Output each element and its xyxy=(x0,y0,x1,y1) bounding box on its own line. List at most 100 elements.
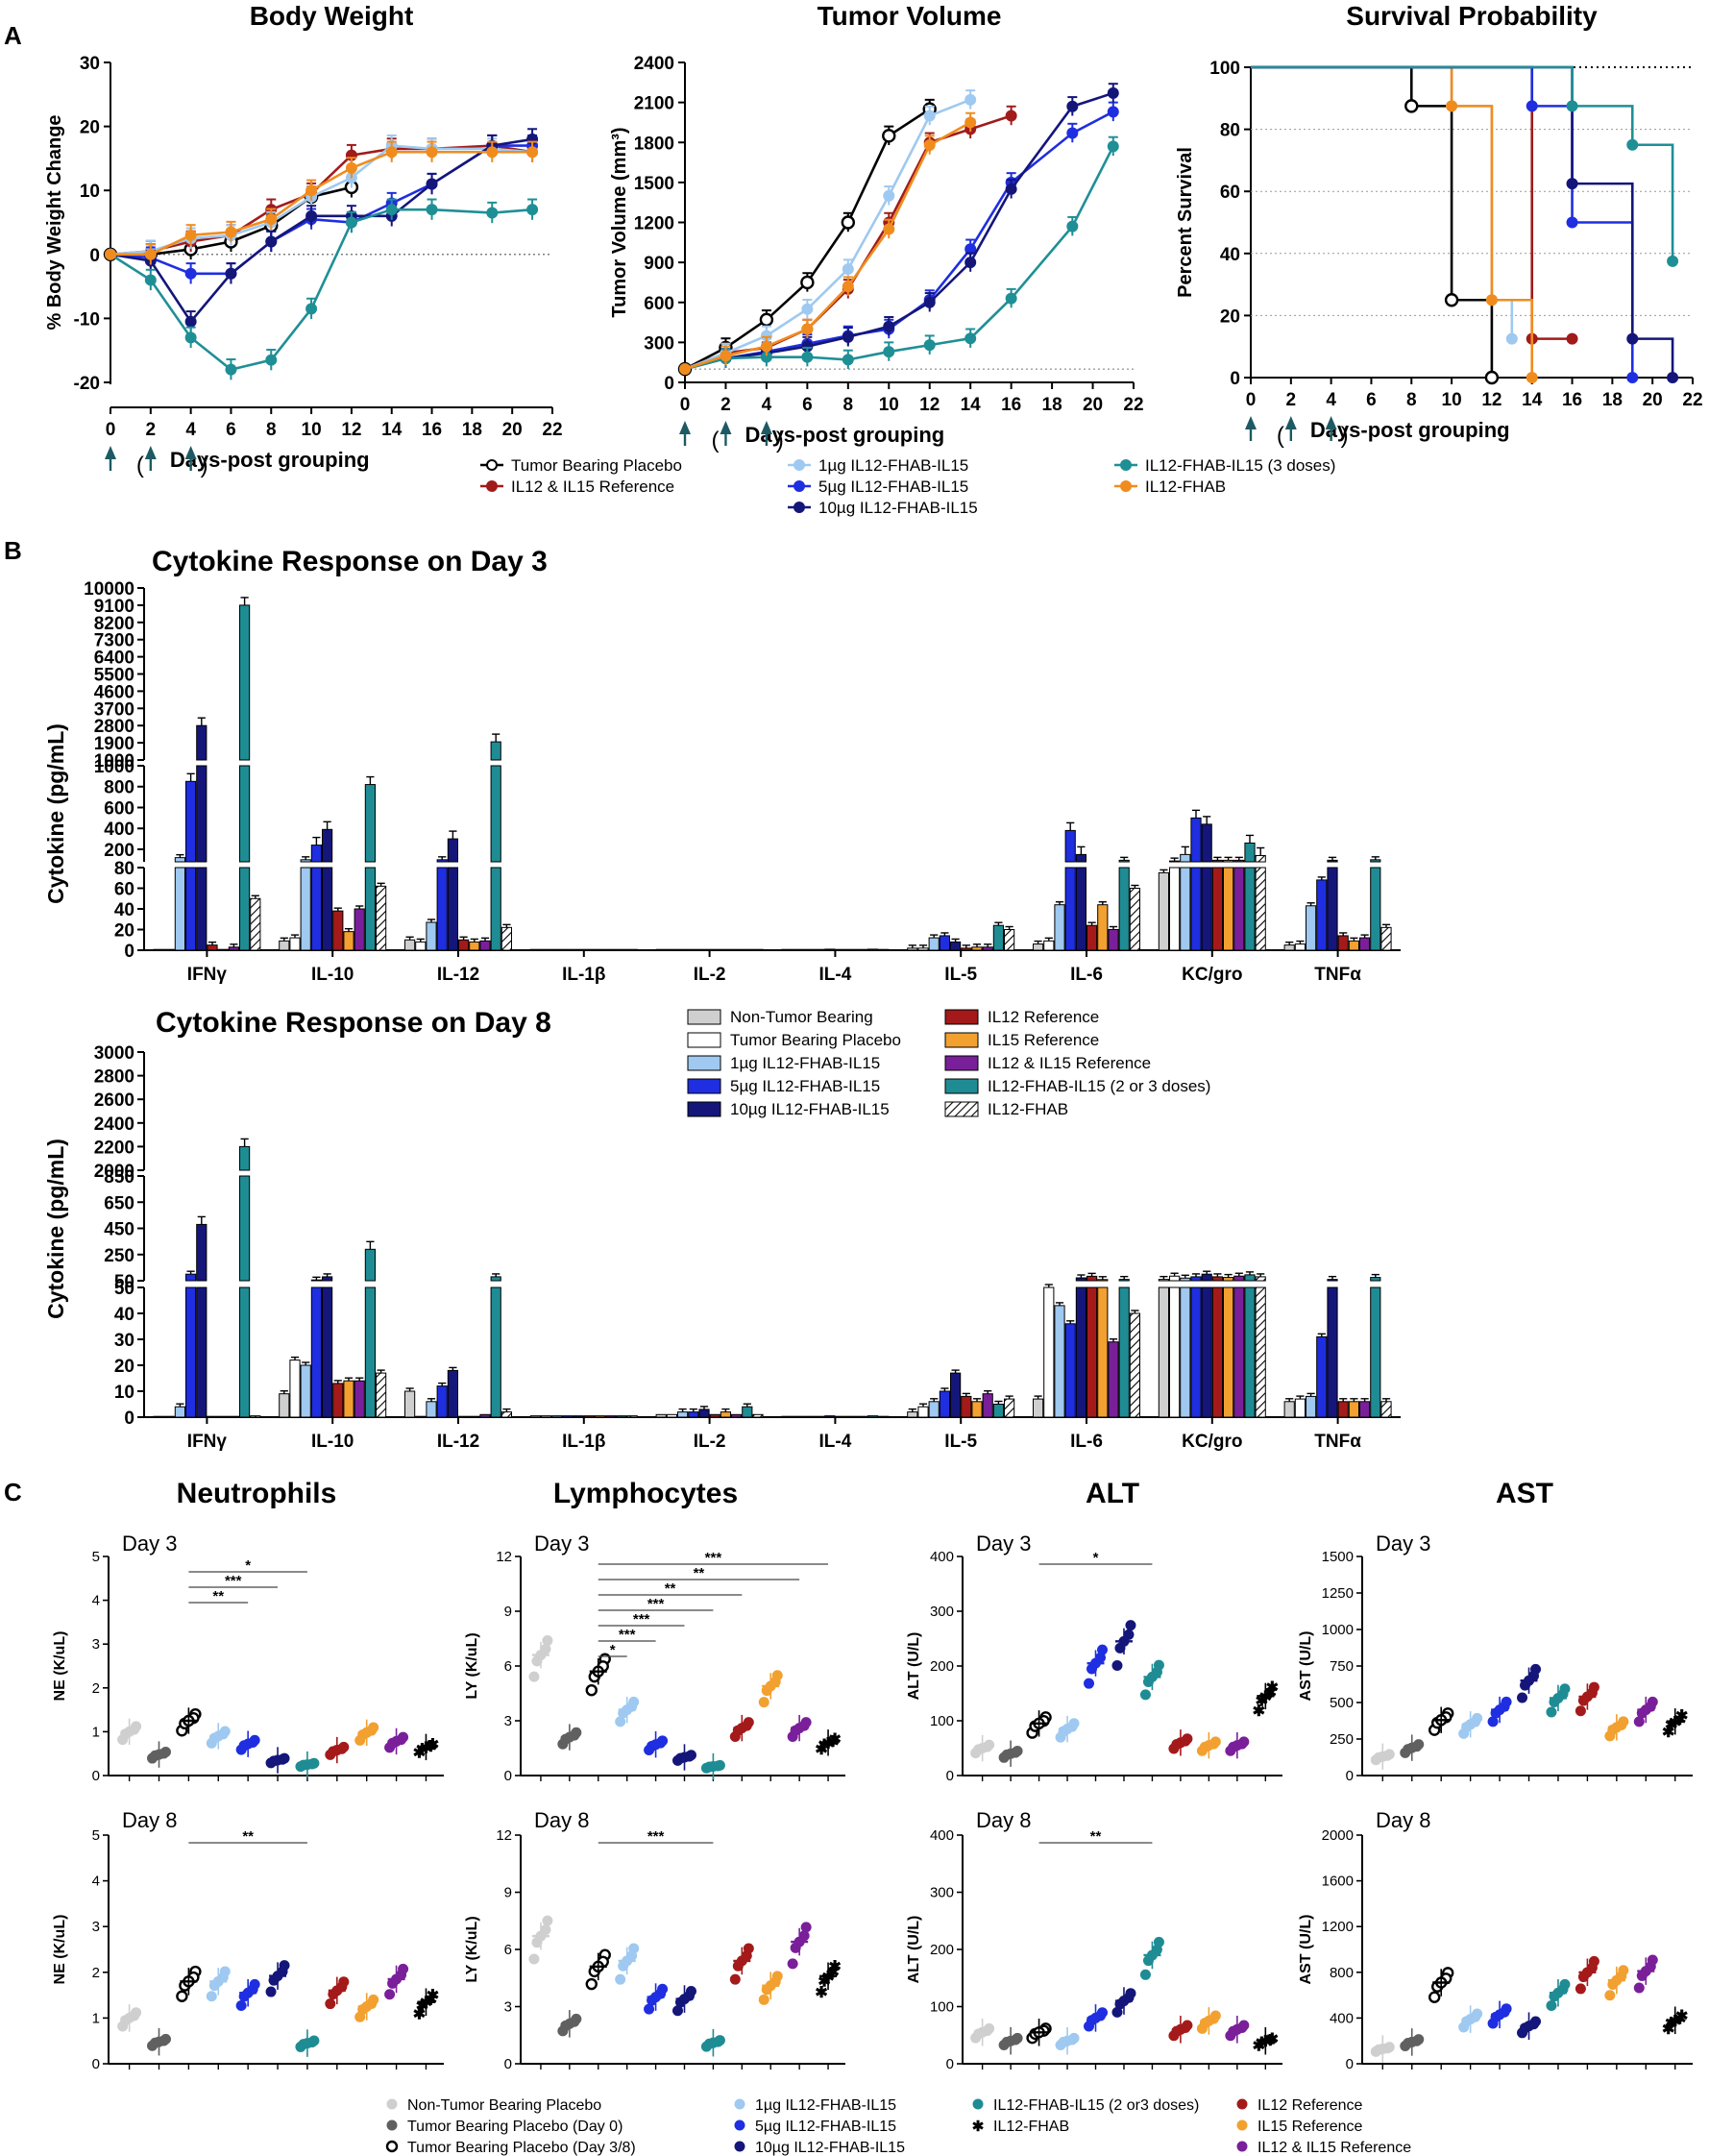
bar xyxy=(595,948,606,951)
y-tick-label: 4600 xyxy=(94,682,134,702)
chart-ast: AST Day 3 0 250 500 750 1000 1250 1500 AST (U/L) ✱… xyxy=(1298,1478,1693,2072)
group-dots xyxy=(1458,2005,1483,2033)
bar-segment xyxy=(196,724,208,761)
x-tick-label: 22 xyxy=(1682,390,1702,410)
dot xyxy=(800,1922,812,1933)
bar-segment xyxy=(1097,904,1109,951)
chart-title: AST xyxy=(1496,1478,1553,1509)
bar xyxy=(479,937,491,951)
bar xyxy=(153,948,164,951)
data-point xyxy=(842,281,854,293)
group-dots xyxy=(644,1983,669,2015)
data-point xyxy=(964,332,977,345)
bar xyxy=(802,1415,814,1418)
chart-title: Lymphocytes xyxy=(553,1478,738,1509)
bar-segment xyxy=(551,948,563,951)
data-point xyxy=(1066,100,1079,112)
bar-segment xyxy=(939,1390,950,1418)
data-point xyxy=(184,315,197,328)
bar-segment xyxy=(1370,1277,1381,1282)
x-tick-label: IL-4 xyxy=(819,1432,852,1452)
bar xyxy=(1370,856,1381,951)
x-tick-label: 10 xyxy=(302,420,322,440)
bar-segment xyxy=(562,1415,574,1418)
bar xyxy=(573,948,584,951)
bar-segment xyxy=(490,1276,501,1282)
data-point xyxy=(1484,370,1500,385)
bar-segment xyxy=(867,1415,879,1418)
bar-segment xyxy=(961,947,972,951)
y-tick-label: 5500 xyxy=(94,666,134,686)
bar xyxy=(845,1415,857,1418)
bar-segment xyxy=(1327,1279,1338,1282)
group-dots xyxy=(1139,1936,1164,1980)
dose-arrow-icon xyxy=(1245,416,1257,429)
bar-segment xyxy=(802,948,814,951)
bar xyxy=(469,1415,480,1418)
panel-label-a: A xyxy=(4,21,22,50)
group-dots xyxy=(1196,2007,1221,2035)
data-point xyxy=(760,340,772,353)
bar xyxy=(1211,1273,1224,1418)
bar xyxy=(616,1415,627,1418)
y-tick-label: 850 xyxy=(104,1167,134,1188)
bar xyxy=(992,1400,1005,1418)
bar xyxy=(709,948,720,951)
bar-segment xyxy=(332,910,344,951)
bar xyxy=(1380,1398,1392,1418)
bar-segment xyxy=(1211,1276,1224,1282)
bar xyxy=(583,1415,595,1418)
bar-segment xyxy=(731,1413,743,1418)
group-dots xyxy=(1111,1987,1136,2018)
dose-arrow-icon xyxy=(679,421,691,434)
significance-mark: ** xyxy=(1090,1828,1102,1845)
bar xyxy=(824,1415,836,1418)
bar-segment xyxy=(332,1383,344,1418)
bar-segment xyxy=(720,948,731,951)
bar-segment xyxy=(1233,867,1245,951)
chart-cytokine-day3: Cytokine Response on Day 3 Cytokine (pg/m… xyxy=(43,546,1401,985)
x-tick-label: 12 xyxy=(341,420,361,440)
series-line xyxy=(1251,65,1494,378)
bar-segment xyxy=(1316,879,1328,951)
bar xyxy=(1169,857,1181,951)
legend-label: Non-Tumor Bearing xyxy=(730,1008,873,1026)
y-tick-label: 1000 xyxy=(94,757,134,777)
x-tick-label: KC/gro xyxy=(1182,1432,1242,1452)
bar-segment xyxy=(709,948,720,951)
group-dots xyxy=(671,1985,696,2017)
x-tick-label: 0 xyxy=(680,395,691,415)
bar-segment xyxy=(436,1385,448,1418)
bar xyxy=(1054,1302,1065,1418)
group-dots xyxy=(585,1653,611,1697)
bar xyxy=(1327,1275,1338,1418)
bar-segment xyxy=(1255,1276,1266,1282)
series-2 xyxy=(105,134,539,262)
bar-segment xyxy=(835,948,846,951)
legend-swatch xyxy=(687,1101,721,1117)
data-point xyxy=(1005,292,1017,305)
bar-segment xyxy=(1370,867,1381,951)
dot-star: ✱ xyxy=(828,1959,841,1975)
group-dots xyxy=(117,2004,142,2032)
bar-segment xyxy=(792,1415,803,1418)
group-dots: ✱✱✱✱✱ xyxy=(413,1988,439,2022)
chart-title: ALT xyxy=(1086,1478,1139,1509)
bar-segment xyxy=(1097,1279,1109,1282)
group-dots xyxy=(1168,2016,1193,2044)
bar-segment xyxy=(595,948,606,951)
bar xyxy=(1169,1272,1181,1418)
y-axis-label: ALT (U/L) xyxy=(906,1632,922,1701)
x-tick-label: 4 xyxy=(762,395,772,415)
bar-segment xyxy=(1118,1279,1130,1282)
data-point xyxy=(184,229,197,241)
series-0 xyxy=(1251,65,1500,385)
x-tick-label: IL-12 xyxy=(437,1432,479,1452)
y-tick-label: 30 xyxy=(80,54,100,74)
legend-swatch-dot xyxy=(793,480,805,492)
data-point xyxy=(964,116,977,129)
bar-segment xyxy=(1283,1401,1295,1418)
bar xyxy=(1054,901,1065,951)
